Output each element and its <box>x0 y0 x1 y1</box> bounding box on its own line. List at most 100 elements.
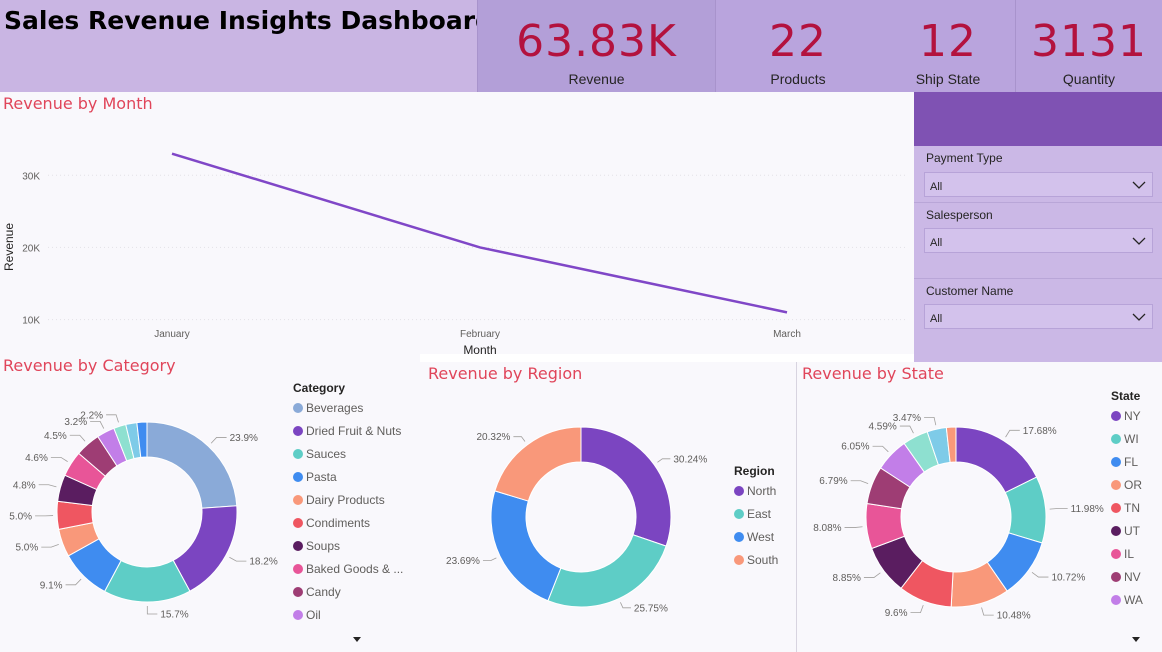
data-label: 3.2% <box>64 417 87 428</box>
donut-slice[interactable] <box>945 426 957 463</box>
data-label: 3.47% <box>893 413 921 424</box>
legend-swatch <box>1111 457 1121 467</box>
filter-select-payment-type[interactable]: All <box>924 172 1153 197</box>
leader-line <box>899 425 914 434</box>
legend-scroll-down-icon[interactable] <box>353 637 361 642</box>
filter-value-customer-name: All <box>930 313 943 325</box>
line-series-revenue[interactable] <box>171 152 788 314</box>
legend-item[interactable]: South <box>734 553 778 567</box>
legend-item[interactable]: Soups <box>293 539 340 553</box>
line-point[interactable] <box>785 310 789 314</box>
kpi-card-ship-state[interactable]: 12 Ship State <box>880 0 1016 92</box>
legend-item[interactable]: TN <box>1111 501 1140 515</box>
filter-select-customer-name[interactable]: All <box>924 304 1153 329</box>
page-title: Sales Revenue Insights Dashboard <box>4 6 493 35</box>
revenue-by-region-chart[interactable]: 30.24% 25.75% 23.69% 20.32% Region North East W… <box>420 362 797 652</box>
legend-item[interactable]: Beverages <box>293 401 363 415</box>
legend-item[interactable]: FL <box>1111 455 1138 469</box>
legend-item[interactable]: Dried Fruit & Nuts <box>293 424 401 438</box>
kpi-card-revenue[interactable]: 63.83K Revenue <box>477 0 715 92</box>
data-label: 4.5% <box>44 431 67 442</box>
legend-scroll-down-icon[interactable] <box>1132 637 1140 642</box>
legend-item[interactable]: West <box>734 530 775 544</box>
revenue-by-month-chart[interactable]: 10K 20K 30K January February March Revenue M… <box>0 92 914 354</box>
revenue-by-state-chart[interactable]: 17.68% 11.98% 10.72% 10.48% 9.6% 8.85% 8.08% 6.… <box>797 362 1162 652</box>
legend-item[interactable]: UT <box>1111 524 1141 538</box>
legend-item[interactable]: Pasta <box>293 470 337 484</box>
legend-item[interactable]: North <box>734 484 776 498</box>
kpi-card-products[interactable]: 22 Products <box>716 0 880 92</box>
legend-label: West <box>747 530 775 544</box>
legend-item[interactable]: IL <box>1111 547 1134 561</box>
revenue-by-category-panel[interactable]: Revenue by Category 23.9% 18.2% 15.7% 9.1% 5… <box>0 354 420 652</box>
donut-slices: 30.24% 25.75% 23.69% 20.32% <box>446 426 707 614</box>
donut-slice[interactable] <box>494 426 582 502</box>
legend-item[interactable]: NV <box>1111 570 1141 584</box>
donut-slices: 23.9% 18.2% 15.7% 9.1% 5.0% 5.0% 4.8% 4.6% 4.5% 3… <box>9 410 278 620</box>
donut-slice[interactable] <box>580 426 672 547</box>
legend-item[interactable]: Dairy Products <box>293 493 385 507</box>
legend-title: Region <box>734 464 775 478</box>
filter-value-salesperson: All <box>930 237 943 249</box>
leader-line <box>482 557 497 561</box>
legend-swatch <box>293 610 303 620</box>
legend-swatch <box>1111 526 1121 536</box>
legend-swatch <box>293 495 303 505</box>
leader-line <box>50 456 68 462</box>
kpi-label-ship-state: Ship State <box>915 71 981 87</box>
kpi-card-products-shipstate[interactable]: 22 Products 12 Ship State <box>715 0 1015 92</box>
data-label: 15.7% <box>160 609 188 620</box>
legend-item[interactable]: Baked Goods & ... <box>293 562 403 576</box>
data-label: 4.59% <box>868 422 896 433</box>
legend-item[interactable]: OR <box>1111 478 1142 492</box>
data-label: 23.69% <box>446 556 480 567</box>
donut-slice[interactable] <box>136 421 148 458</box>
legend-item[interactable]: Condiments <box>293 516 370 530</box>
revenue-by-state-panel[interactable]: Revenue by State 17.68% 11.98% 10.72% 10.48… <box>797 362 1162 652</box>
revenue-by-month-panel[interactable]: Revenue by Month 10K 20K 30K January Februa… <box>0 92 914 354</box>
x-tick-label: February <box>460 329 500 340</box>
legend-item[interactable]: NY <box>1111 409 1141 423</box>
data-label: 6.79% <box>819 476 847 487</box>
line-point[interactable] <box>170 152 174 156</box>
data-label: 17.68% <box>1023 426 1057 437</box>
legend-swatch <box>293 541 303 551</box>
leader-line <box>1031 572 1049 578</box>
filter-select-salesperson[interactable]: All <box>924 228 1153 253</box>
leader-line <box>924 416 937 426</box>
y-tick-label: 10K <box>22 316 40 327</box>
revenue-by-region-panel[interactable]: Revenue by Region 30.24% 25.75% 23.69% 20.3… <box>420 362 797 652</box>
legend-label: Beverages <box>306 401 363 415</box>
legend-label: Soups <box>306 539 340 553</box>
leader-line <box>38 484 57 488</box>
legend: Category Beverages Dried Fruit & Nuts Sauce… <box>293 381 403 622</box>
legend-label: UT <box>1124 524 1141 538</box>
legend-swatch <box>734 532 744 542</box>
donut-slice[interactable] <box>146 421 238 509</box>
kpi-card-quantity[interactable]: 3131 Quantity <box>1015 0 1162 92</box>
kpi-label-quantity: Quantity <box>1062 71 1116 87</box>
legend-swatch <box>293 564 303 574</box>
revenue-by-category-chart[interactable]: 23.9% 18.2% 15.7% 9.1% 5.0% 5.0% 4.8% 4.6% 4.5% 3… <box>0 354 420 652</box>
legend-item[interactable]: WI <box>1111 432 1139 446</box>
legend-item[interactable]: East <box>734 507 772 521</box>
leader-line <box>513 436 526 442</box>
donut-slice[interactable] <box>547 534 667 608</box>
legend-item[interactable]: Oil <box>293 608 321 622</box>
legend-label: Dairy Products <box>306 493 385 507</box>
leader-line <box>863 572 881 578</box>
legend-item[interactable]: Sauces <box>293 447 346 461</box>
legend-item[interactable]: WA <box>1111 593 1143 607</box>
filter-divider <box>914 202 1162 203</box>
filter-label-payment-type: Payment Type <box>926 151 1003 165</box>
legend-item[interactable]: Candy <box>293 585 341 599</box>
legend: State NY WI FL OR TN UT IL NV WA <box>1111 389 1143 607</box>
line-point[interactable] <box>478 245 482 249</box>
leader-line <box>981 607 994 616</box>
kpi-value-revenue: 63.83K <box>516 16 677 67</box>
donut-slice[interactable] <box>490 490 562 602</box>
data-label: 11.98% <box>1071 504 1104 515</box>
data-label: 4.6% <box>25 453 48 464</box>
legend-swatch <box>1111 572 1121 582</box>
leader-line <box>620 602 631 609</box>
